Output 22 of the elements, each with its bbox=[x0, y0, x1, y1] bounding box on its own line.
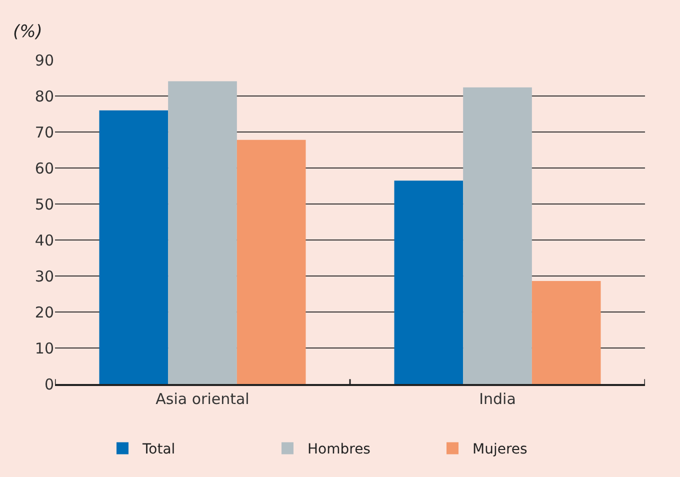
bar bbox=[463, 87, 532, 384]
legend-label: Total bbox=[142, 442, 176, 458]
y-tick-label: 10 bbox=[34, 339, 54, 358]
y-tick-label: 60 bbox=[34, 159, 54, 178]
y-axis-title: (%) bbox=[13, 22, 42, 42]
y-tick-label: 80 bbox=[34, 87, 54, 106]
y-tick-label: 70 bbox=[34, 123, 54, 142]
y-tick-label: 50 bbox=[34, 195, 54, 214]
y-tick-label: 20 bbox=[34, 303, 54, 322]
bar bbox=[236, 140, 306, 384]
y-tick-label: 30 bbox=[34, 267, 54, 286]
x-tick-label: Asia oriental bbox=[156, 390, 250, 408]
y-tick-label: 90 bbox=[34, 51, 54, 70]
bar bbox=[168, 81, 237, 384]
bar bbox=[394, 180, 464, 384]
bar bbox=[532, 281, 601, 384]
x-tick-label: India bbox=[479, 390, 516, 408]
y-tick-label: 40 bbox=[34, 231, 54, 250]
legend-label: Mujeres bbox=[472, 442, 528, 458]
legend-label: Hombres bbox=[308, 442, 370, 458]
bar bbox=[99, 110, 168, 384]
y-tick-label: 0 bbox=[44, 375, 54, 394]
